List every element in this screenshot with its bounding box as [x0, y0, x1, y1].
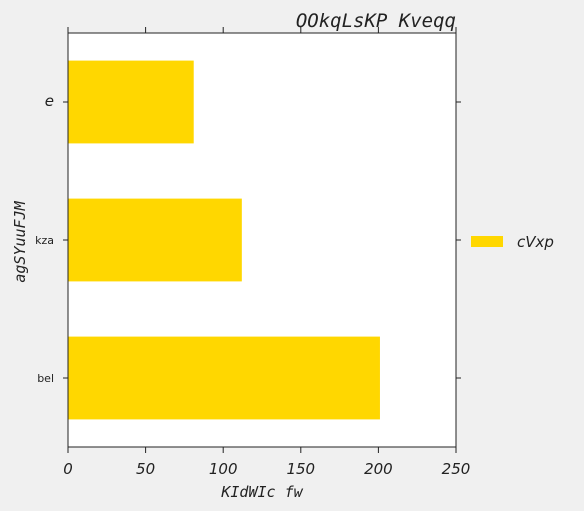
x-tick-label-100: 100 — [209, 460, 238, 478]
legend-swatch-cvxp — [471, 236, 503, 247]
bar-bel — [68, 336, 380, 420]
bar-kza — [68, 198, 242, 282]
x-tick-label-0: 0 — [63, 460, 73, 478]
legend-label-cvxp: cVxp — [517, 233, 554, 251]
bars-group — [68, 60, 380, 420]
chart-title: OOkqLsKP Kveqq — [296, 10, 456, 32]
x-axis-label: KIdWIc fw — [220, 483, 303, 501]
bar-e — [68, 60, 194, 144]
y-tick-label-kza: kza — [35, 234, 54, 247]
x-axis-ticks: 0 50 100 150 200 250 — [63, 27, 470, 478]
y-tick-label-bel: bel — [37, 372, 54, 385]
x-tick-label-200: 200 — [364, 460, 393, 478]
y-axis-ticks: bel kza e — [35, 92, 461, 385]
x-tick-label-50: 50 — [136, 460, 155, 478]
x-tick-label-250: 250 — [442, 460, 471, 478]
plot-frame — [67, 32, 457, 448]
y-tick-label-e: e — [45, 92, 54, 110]
legend: cVxp — [471, 233, 554, 251]
x-tick-label-150: 150 — [286, 460, 315, 478]
y-axis-label: agSYuuFJM — [11, 200, 29, 282]
